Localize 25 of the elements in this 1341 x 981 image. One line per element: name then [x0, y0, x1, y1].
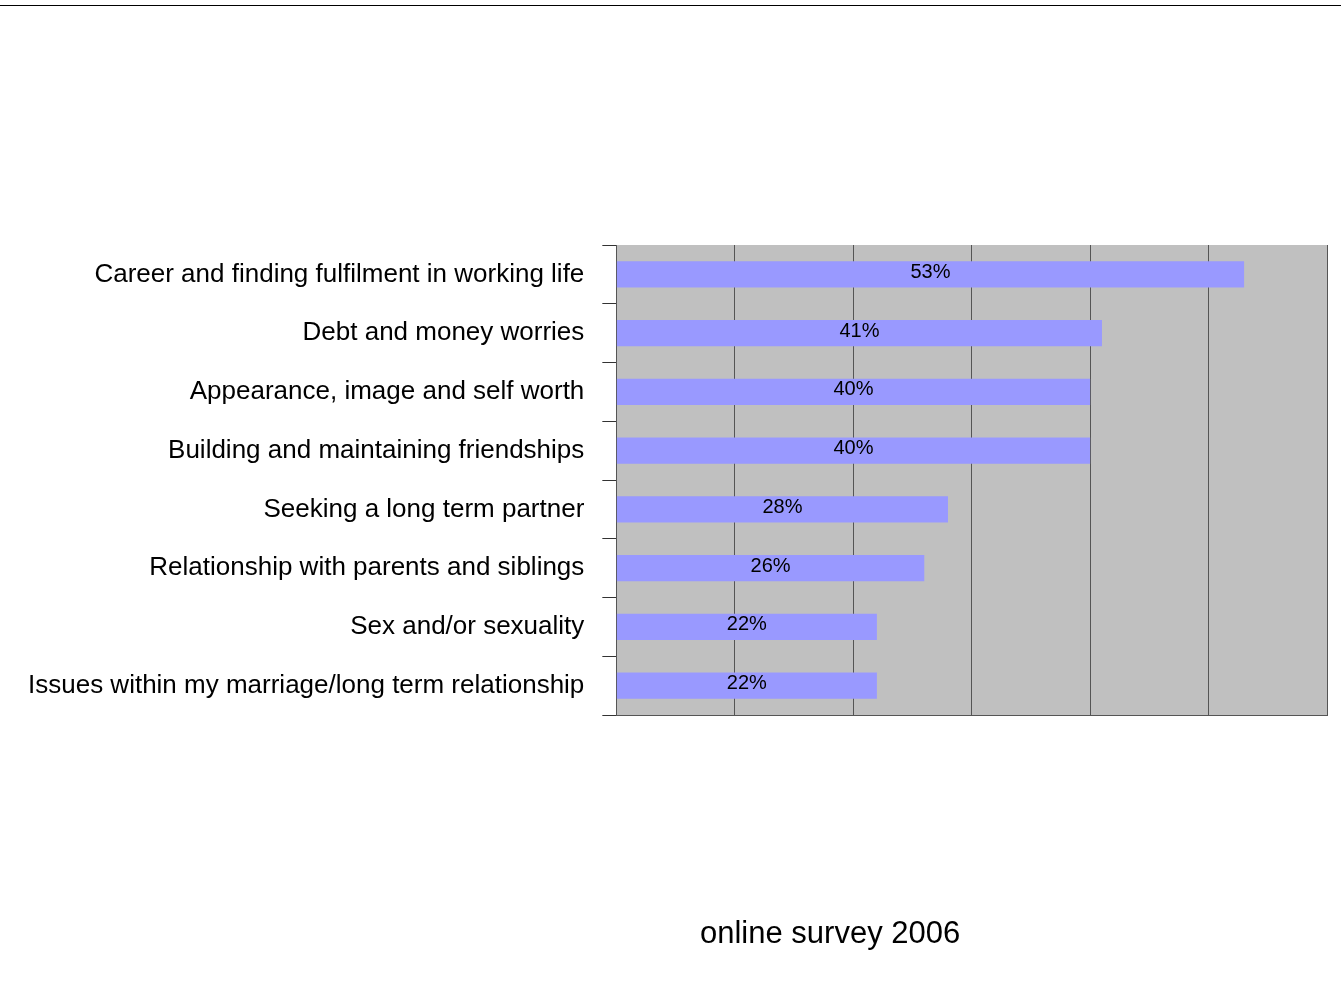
y-tick-label: Appearance, image and self worth [189, 375, 585, 406]
data-label: 40% [833, 436, 874, 459]
data-label: 26% [750, 553, 791, 576]
y-tick-label: Relationship with parents and siblings [149, 551, 585, 582]
y-tick-label: Building and maintaining friendships [168, 433, 585, 464]
y-tick-label: Debt and money worries [302, 316, 585, 347]
data-label: 28% [762, 494, 803, 517]
bar [616, 554, 925, 582]
data-label: 41% [839, 318, 880, 341]
data-label: 53% [910, 259, 951, 282]
bar [616, 613, 877, 641]
bar [616, 496, 948, 523]
bar [616, 319, 1102, 347]
bar [616, 261, 1245, 288]
bar [616, 672, 877, 699]
data-label: 22% [726, 612, 768, 635]
data-label: 22% [726, 671, 768, 694]
y-tick-label: Sex and/or sexuality [350, 610, 585, 641]
y-tick-label: Issues within my marriage/long term relationship [27, 668, 585, 699]
bar [616, 378, 1091, 406]
y-tick-label: Seeking a long term partner [263, 492, 585, 523]
text: online survey 2006 [700, 915, 962, 951]
data-label: 40% [833, 377, 874, 400]
bar [616, 437, 1091, 464]
y-tick-label: Career and finding fulfilment in working life [94, 257, 585, 288]
